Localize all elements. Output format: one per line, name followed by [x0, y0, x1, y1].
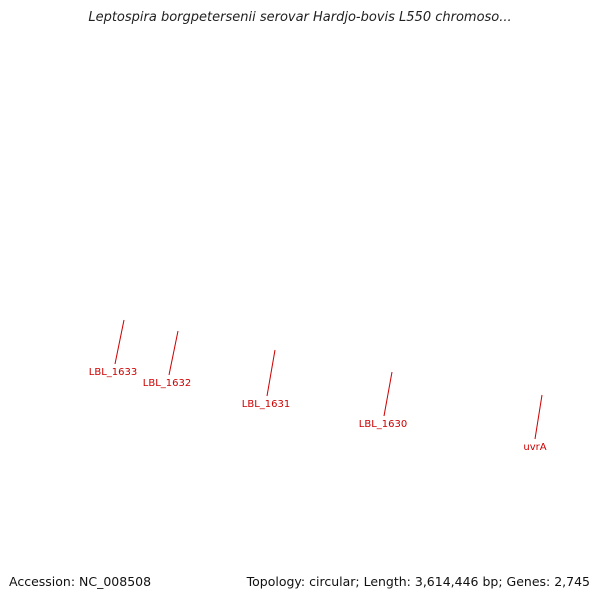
gene-label-leader	[114, 319, 125, 365]
gene-label-leader	[168, 330, 179, 376]
map-title: Leptospira borgpetersenii serovar Hardjo…	[88, 10, 512, 25]
gene-labels: LBL_1633 LBL_1632 LBL_1631 LBL_1630 uvrA	[89, 319, 547, 453]
gene-label: LBL_1631	[242, 399, 290, 410]
gene-label: LBL_1633	[89, 367, 137, 378]
genome-summary: Topology: circular; Length: 3,614,446 bp…	[246, 574, 590, 589]
gene-label: LBL_1630	[359, 419, 407, 430]
gene-label-leader	[266, 349, 276, 397]
gene-label: uvrA	[523, 442, 546, 453]
accession-text: Accession: NC_008508	[9, 574, 152, 589]
gene-label-leader	[534, 394, 543, 440]
gene-label-leader	[383, 371, 393, 417]
gene-label: LBL_1632	[143, 378, 191, 389]
